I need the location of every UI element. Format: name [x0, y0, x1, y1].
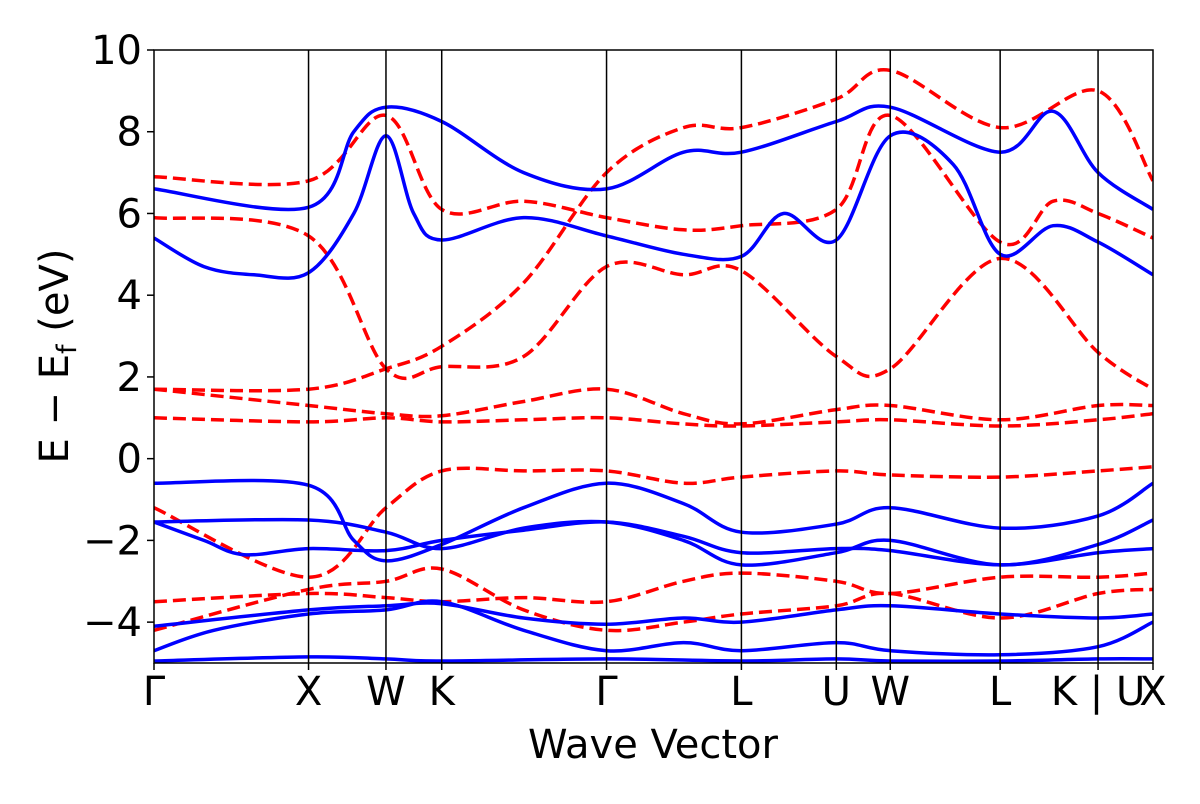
y-tick-label-6: 0: [117, 437, 142, 483]
x-tick-label-1: Γ: [143, 669, 166, 715]
solid-band-6: [154, 478, 1153, 563]
y-tick-label-1: 10: [91, 28, 142, 74]
solid-band-7: [154, 130, 1153, 280]
dashed-band-2: [154, 571, 1153, 605]
y-axis-ticks: 10 8 6 4 2 0 −2 −4: [83, 28, 154, 646]
plot-area-background: [154, 50, 1153, 663]
x-tick-label-4: K: [429, 669, 457, 715]
y-tick-label-7: −2: [83, 518, 142, 564]
dashed-band-8: [154, 68, 1153, 393]
solid-band-2: [154, 599, 1153, 657]
y-axis-label: E − Ef (eV): [32, 249, 83, 464]
dashed-band-6: [154, 113, 1153, 247]
y-tick-label-5: 2: [117, 355, 142, 401]
y-tick-label-8: −4: [83, 600, 142, 646]
x-tick-label-8: W: [870, 669, 910, 715]
high-symmetry-lines: [307, 50, 1099, 663]
y-tick-label-4: 4: [117, 273, 142, 319]
x-tick-label-6: L: [730, 669, 753, 715]
x-tick-label-5: Γ: [595, 669, 618, 715]
y-axis-label-unit: (eV): [32, 249, 78, 345]
x-tick-label-9: L: [989, 669, 1012, 715]
x-tick-label-3: W: [366, 669, 406, 715]
y-tick-label-3: 6: [117, 191, 142, 237]
bands-layer: [154, 68, 1153, 663]
plot-frame: [153, 49, 1154, 664]
y-tick-label-2: 8: [117, 110, 142, 156]
solid-band-8: [154, 104, 1153, 212]
x-tick-label-7: U: [822, 669, 851, 715]
x-tick-label-2: X: [295, 669, 322, 715]
x-tick-label-10: K | U: [1051, 669, 1145, 715]
y-axis-label-main: E − E: [32, 354, 78, 464]
x-axis-label: Wave Vector: [528, 722, 779, 768]
solid-band-1: [154, 655, 1153, 663]
dashed-band-4: [154, 387, 1153, 426]
x-tick-label-11: X: [1139, 669, 1166, 715]
y-axis-label-subscript: f: [52, 343, 83, 354]
